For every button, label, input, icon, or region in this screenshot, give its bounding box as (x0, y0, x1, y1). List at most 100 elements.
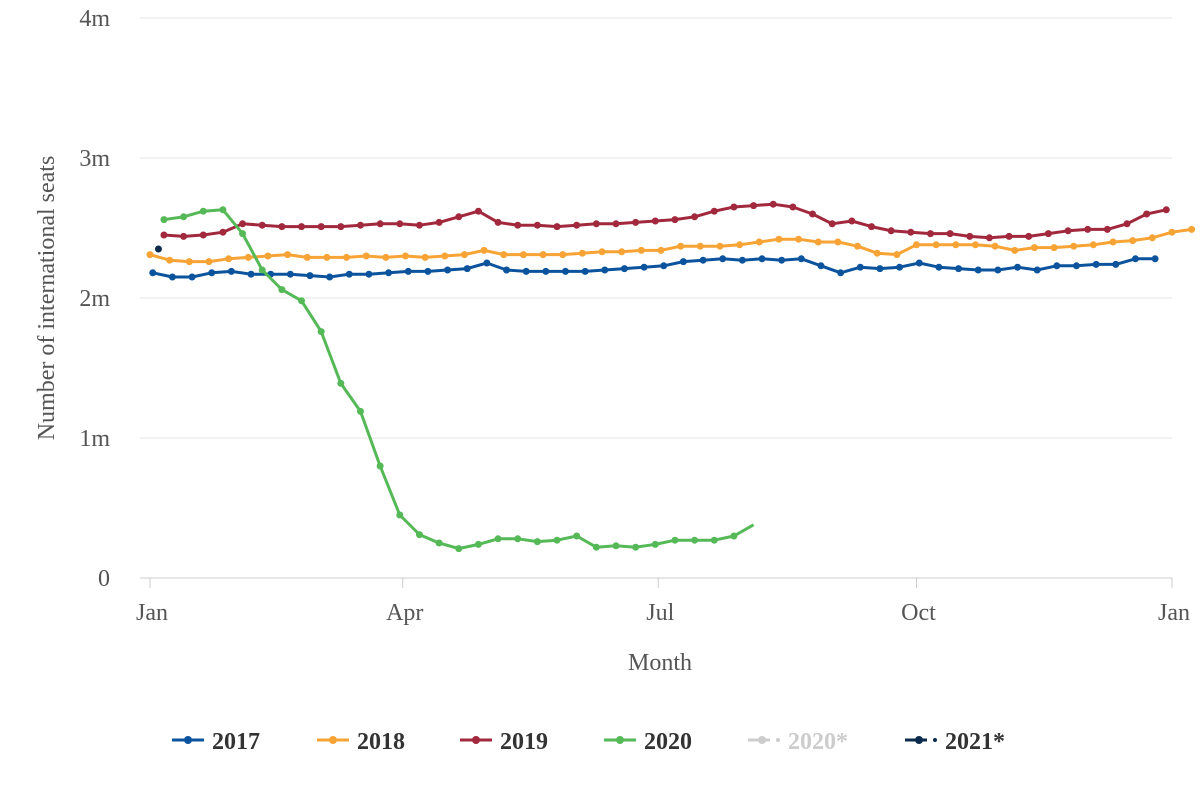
data-point[interactable] (848, 217, 856, 225)
data-point[interactable] (455, 213, 463, 221)
data-point[interactable] (612, 542, 620, 550)
data-point[interactable] (797, 255, 805, 263)
data-point[interactable] (337, 379, 345, 387)
data-point[interactable] (219, 228, 227, 236)
data-point[interactable] (239, 220, 247, 228)
data-point[interactable] (677, 242, 685, 250)
data-point[interactable] (651, 540, 659, 548)
data-point[interactable] (1131, 255, 1139, 263)
data-point[interactable] (952, 241, 960, 249)
data-point[interactable] (559, 251, 567, 259)
data-point[interactable] (671, 216, 679, 224)
data-point[interactable] (239, 230, 247, 238)
data-point[interactable] (166, 256, 174, 264)
data-point[interactable] (1092, 260, 1100, 268)
data-point[interactable] (533, 221, 541, 229)
data-point[interactable] (573, 221, 581, 229)
data-point[interactable] (264, 252, 272, 260)
data-point[interactable] (185, 258, 193, 266)
legend[interactable]: 2017 2018 2019 2020 2020* 2021* (172, 729, 1005, 755)
data-point[interactable] (691, 213, 699, 221)
data-point[interactable] (278, 286, 286, 294)
data-point[interactable] (514, 535, 522, 543)
data-point[interactable] (778, 256, 786, 264)
data-point[interactable] (1162, 206, 1170, 214)
data-point[interactable] (149, 269, 157, 277)
data-point[interactable] (225, 255, 233, 263)
data-point[interactable] (199, 207, 207, 215)
data-point[interactable] (660, 262, 668, 270)
data-point[interactable] (519, 251, 527, 259)
data-point[interactable] (834, 238, 842, 246)
data-point[interactable] (362, 252, 370, 260)
data-point[interactable] (932, 241, 940, 249)
data-point[interactable] (303, 253, 311, 261)
data-point[interactable] (632, 218, 640, 226)
data-point[interactable] (1053, 262, 1061, 270)
data-point[interactable] (199, 231, 207, 239)
data-point[interactable] (396, 220, 404, 228)
data-point[interactable] (244, 253, 252, 261)
data-point[interactable] (612, 220, 620, 228)
data-point[interactable] (1109, 238, 1117, 246)
data-point[interactable] (1123, 220, 1131, 228)
data-point[interactable] (1143, 210, 1151, 218)
data-point[interactable] (1148, 234, 1156, 242)
data-point[interactable] (514, 221, 522, 229)
data-point[interactable] (915, 259, 923, 267)
data-point[interactable] (424, 267, 432, 275)
data-point[interactable] (691, 536, 699, 544)
data-point[interactable] (500, 251, 508, 259)
data-point[interactable] (730, 203, 738, 211)
data-point[interactable] (1151, 255, 1159, 263)
data-point[interactable] (1084, 225, 1092, 233)
data-point[interactable] (561, 267, 569, 275)
data-point[interactable] (1030, 244, 1038, 252)
data-point[interactable] (1168, 228, 1176, 236)
data-point[interactable] (985, 234, 993, 242)
data-point[interactable] (444, 266, 452, 274)
data-point[interactable] (896, 263, 904, 271)
data-point[interactable] (755, 238, 763, 246)
data-point[interactable] (994, 266, 1002, 274)
data-point[interactable] (188, 273, 196, 281)
data-point[interactable] (592, 543, 600, 551)
data-point[interactable] (716, 242, 724, 250)
data-point[interactable] (180, 232, 188, 240)
data-point[interactable] (598, 248, 606, 256)
data-point[interactable] (907, 228, 915, 236)
data-point[interactable] (1025, 232, 1033, 240)
data-point[interactable] (620, 265, 628, 273)
data-point[interactable] (463, 265, 471, 273)
data-point[interactable] (1014, 263, 1022, 271)
data-point[interactable] (205, 258, 213, 266)
data-point[interactable] (795, 235, 803, 243)
data-point[interactable] (219, 206, 227, 214)
data-point[interactable] (828, 220, 836, 228)
data-point[interactable] (1112, 260, 1120, 268)
data-point[interactable] (247, 270, 255, 278)
data-point[interactable] (1011, 246, 1019, 254)
data-point[interactable] (483, 259, 491, 267)
data-point[interactable] (809, 210, 817, 218)
data-point[interactable] (935, 263, 943, 271)
data-point[interactable] (696, 242, 704, 250)
data-point[interactable] (402, 252, 409, 260)
legend-item-2020[interactable]: 2020 (604, 729, 692, 755)
data-point[interactable] (1064, 227, 1072, 235)
data-point[interactable] (317, 223, 325, 231)
data-point[interactable] (382, 253, 390, 261)
data-point[interactable] (966, 232, 974, 240)
data-point[interactable] (1103, 225, 1111, 233)
data-point[interactable] (421, 253, 429, 261)
data-point[interactable] (671, 536, 679, 544)
data-point[interactable] (227, 267, 235, 275)
data-point[interactable] (553, 223, 561, 231)
data-point[interactable] (926, 230, 934, 238)
legend-item-2018[interactable]: 2018 (317, 729, 405, 755)
data-point[interactable] (578, 249, 586, 257)
data-point[interactable] (974, 266, 982, 274)
data-point[interactable] (385, 269, 393, 277)
data-point[interactable] (775, 235, 783, 243)
data-point[interactable] (592, 220, 600, 228)
